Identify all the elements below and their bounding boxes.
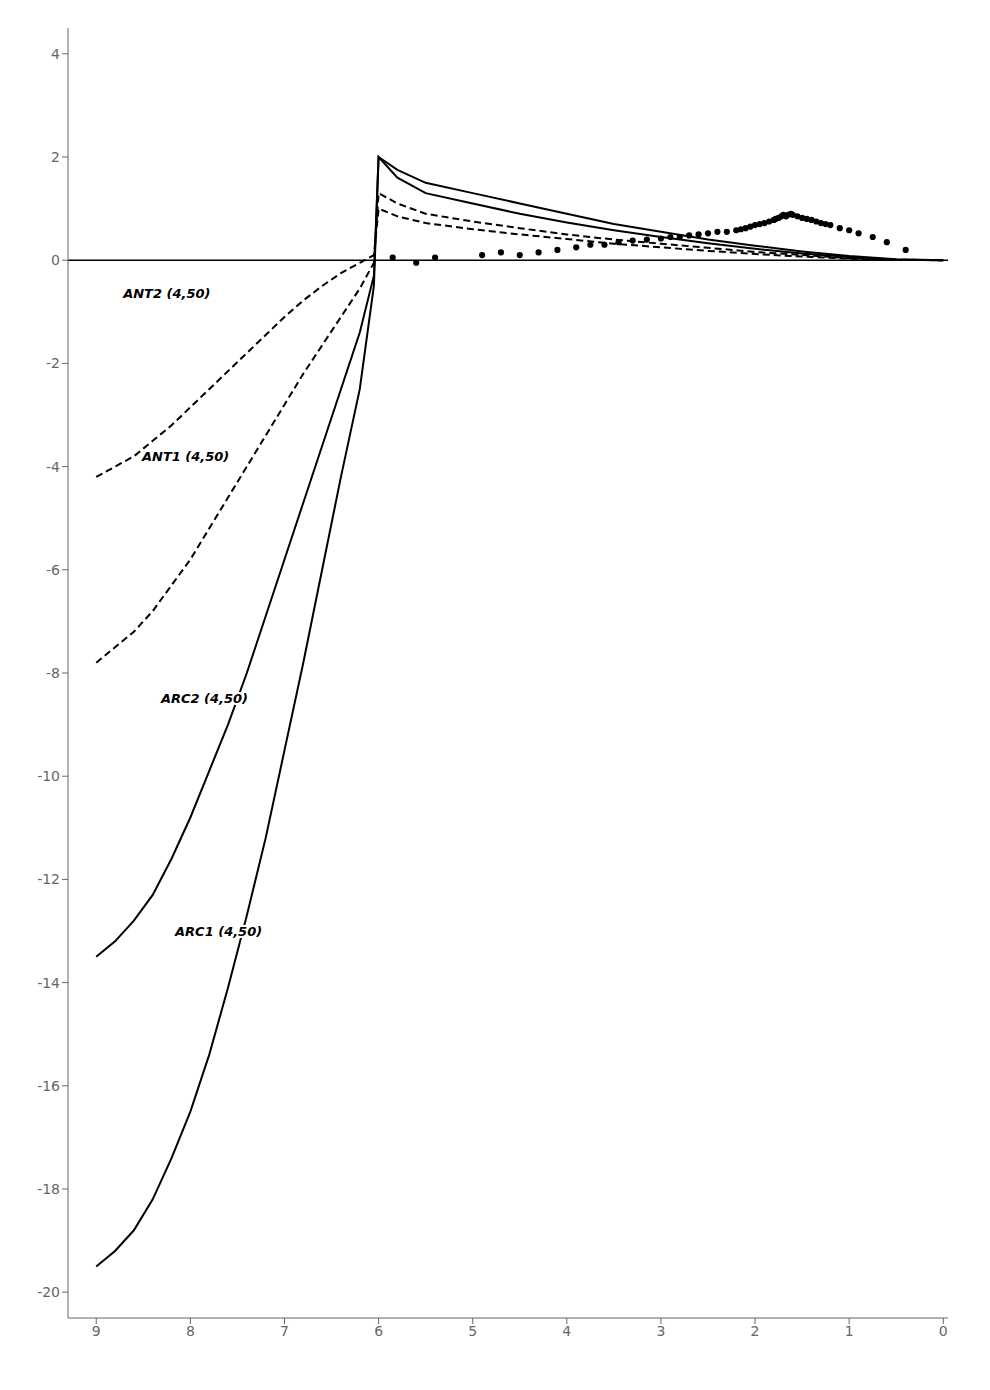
svg-text:ANT1 (4,50): ANT1 (4,50): [141, 449, 229, 464]
svg-text:2: 2: [51, 149, 60, 165]
svg-text:ARC2 (4,50): ARC2 (4,50): [160, 691, 248, 706]
svg-text:-10: -10: [37, 768, 60, 784]
svg-text:ARC1 (4,50): ARC1 (4,50): [174, 924, 262, 939]
svg-text:8: 8: [186, 1323, 195, 1339]
svg-text:1: 1: [845, 1323, 854, 1339]
svg-text:-14: -14: [37, 975, 60, 991]
svg-text:4: 4: [562, 1323, 571, 1339]
svg-text:9: 9: [92, 1323, 101, 1339]
svg-text:4: 4: [51, 46, 60, 62]
svg-text:0: 0: [51, 252, 60, 268]
svg-text:2: 2: [751, 1323, 760, 1339]
svg-text:ANT2 (4,50): ANT2 (4,50): [122, 286, 210, 301]
svg-text:-6: -6: [46, 562, 60, 578]
svg-text:-2: -2: [46, 355, 60, 371]
svg-text:7: 7: [280, 1323, 289, 1339]
svg-text:-4: -4: [46, 459, 60, 475]
svg-text:-8: -8: [46, 665, 60, 681]
svg-text:-18: -18: [37, 1181, 60, 1197]
svg-text:3: 3: [656, 1323, 665, 1339]
svg-text:0: 0: [939, 1323, 948, 1339]
svg-text:-16: -16: [37, 1078, 60, 1094]
svg-text:-12: -12: [37, 871, 60, 887]
svg-text:5: 5: [468, 1323, 477, 1339]
svg-text:6: 6: [374, 1323, 383, 1339]
svg-text:-20: -20: [37, 1284, 60, 1300]
